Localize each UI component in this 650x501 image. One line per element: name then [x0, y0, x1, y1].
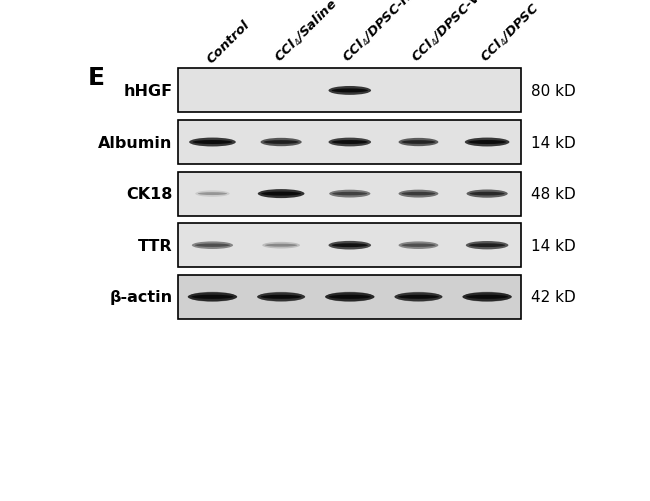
Ellipse shape — [398, 242, 438, 249]
Ellipse shape — [466, 295, 508, 299]
Ellipse shape — [192, 242, 233, 249]
Ellipse shape — [195, 191, 229, 197]
Text: Control: Control — [205, 18, 253, 66]
Text: CCl$_4$/DPSC: CCl$_4$/DPSC — [477, 0, 543, 66]
Bar — [178, 275, 521, 319]
Text: hHGF: hHGF — [124, 84, 173, 99]
Bar — [178, 69, 521, 113]
Ellipse shape — [189, 138, 236, 147]
Ellipse shape — [466, 241, 508, 250]
Ellipse shape — [195, 244, 230, 247]
Ellipse shape — [402, 141, 436, 145]
Text: CCl$_4$/DPSC-Vector: CCl$_4$/DPSC-Vector — [409, 0, 514, 66]
Ellipse shape — [329, 295, 370, 299]
Ellipse shape — [188, 293, 237, 302]
Ellipse shape — [258, 190, 304, 199]
Text: β-actin: β-actin — [110, 290, 173, 305]
Ellipse shape — [329, 190, 370, 198]
Ellipse shape — [395, 293, 443, 302]
Bar — [178, 172, 521, 216]
Text: E: E — [88, 66, 105, 90]
Ellipse shape — [261, 192, 301, 196]
Ellipse shape — [192, 295, 233, 299]
Ellipse shape — [398, 139, 438, 147]
Text: 14 kD: 14 kD — [531, 238, 575, 253]
Ellipse shape — [398, 295, 439, 299]
Text: CCl$_4$/Saline: CCl$_4$/Saline — [271, 0, 341, 66]
Text: 14 kD: 14 kD — [531, 135, 575, 150]
Ellipse shape — [462, 293, 512, 302]
Ellipse shape — [402, 192, 436, 196]
Ellipse shape — [264, 141, 298, 145]
Ellipse shape — [332, 192, 367, 196]
Text: CCl$_4$/DPSC-HGF: CCl$_4$/DPSC-HGF — [340, 0, 432, 66]
Ellipse shape — [469, 192, 504, 196]
Ellipse shape — [257, 293, 305, 302]
Ellipse shape — [325, 293, 374, 302]
Ellipse shape — [398, 190, 438, 198]
Ellipse shape — [261, 295, 302, 299]
Ellipse shape — [265, 244, 297, 247]
Text: 48 kD: 48 kD — [531, 187, 575, 202]
Bar — [178, 121, 521, 165]
Ellipse shape — [328, 241, 371, 250]
Ellipse shape — [198, 193, 227, 196]
Ellipse shape — [468, 141, 506, 145]
Ellipse shape — [189, 292, 236, 302]
Ellipse shape — [328, 138, 371, 147]
Text: 80 kD: 80 kD — [531, 84, 575, 99]
Ellipse shape — [469, 244, 505, 247]
Ellipse shape — [467, 190, 508, 198]
Ellipse shape — [192, 141, 232, 145]
Text: Albumin: Albumin — [98, 135, 173, 150]
Bar — [178, 224, 521, 268]
Ellipse shape — [328, 87, 371, 96]
Ellipse shape — [396, 292, 441, 302]
Ellipse shape — [332, 89, 368, 93]
Text: CK18: CK18 — [126, 187, 173, 202]
Ellipse shape — [465, 138, 510, 147]
Text: 42 kD: 42 kD — [531, 290, 575, 305]
Ellipse shape — [261, 139, 302, 147]
Ellipse shape — [332, 244, 368, 247]
Ellipse shape — [463, 292, 511, 302]
Ellipse shape — [258, 292, 304, 302]
Ellipse shape — [326, 292, 373, 302]
Text: TTR: TTR — [138, 238, 173, 253]
Ellipse shape — [262, 242, 300, 249]
Ellipse shape — [402, 244, 436, 247]
Ellipse shape — [332, 141, 368, 145]
